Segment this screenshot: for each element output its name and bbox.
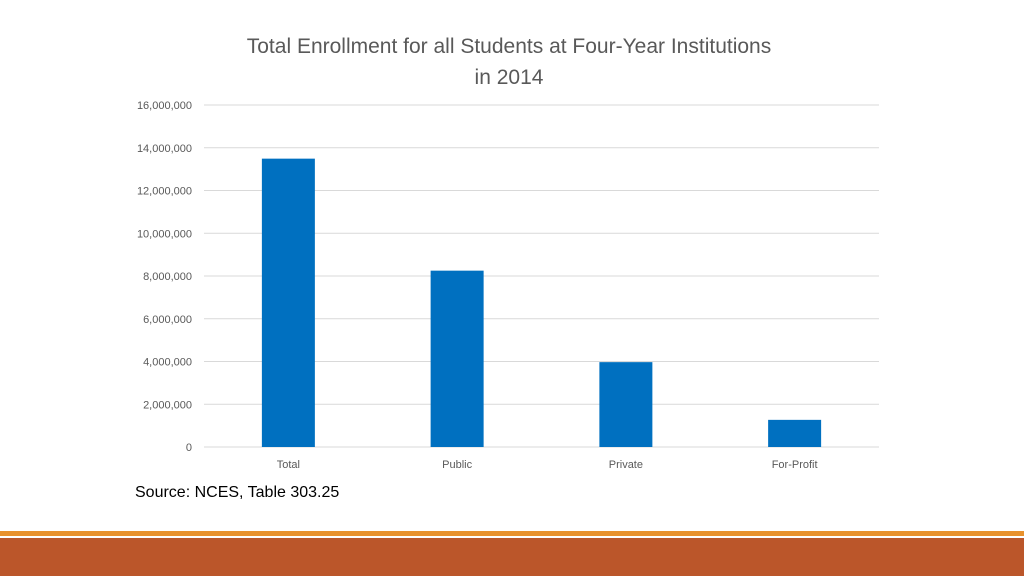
y-tick-label: 14,000,000	[137, 143, 192, 155]
chart-title-line-2: in 2014	[475, 66, 544, 89]
bar-public	[430, 270, 484, 447]
source-note: Source: NCES, Table 303.25	[135, 484, 340, 501]
y-tick-label: 2,000,000	[143, 399, 192, 411]
footer-accent-line	[0, 531, 1024, 536]
y-tick-label: 0	[186, 442, 192, 454]
bar-for-profit	[768, 419, 822, 447]
y-tick-label: 10,000,000	[137, 228, 192, 240]
y-tick-label: 16,000,000	[137, 100, 192, 112]
gridlines	[204, 104, 879, 448]
y-tick-label: 4,000,000	[143, 357, 192, 369]
y-axis: 0 2,000,000 4,000,000 6,000,000 8,000,000 10,…	[137, 100, 192, 454]
x-tick-label: For-Profit	[772, 459, 818, 471]
bars	[261, 158, 822, 447]
bar-private	[599, 362, 653, 447]
bar-chart: Total Enrollment for all Students at Fou…	[137, 35, 879, 471]
y-tick-label: 8,000,000	[143, 271, 192, 283]
chart-title-line-1: Total Enrollment for all Students at Fou…	[247, 35, 772, 58]
y-tick-label: 12,000,000	[137, 186, 192, 198]
x-tick-label: Public	[442, 459, 472, 471]
x-axis: Total Public Private For-Profit	[277, 459, 818, 471]
bar-total	[261, 158, 315, 447]
footer-band	[0, 538, 1024, 576]
y-tick-label: 6,000,000	[143, 314, 192, 326]
x-tick-label: Private	[609, 459, 643, 471]
x-tick-label: Total	[277, 459, 300, 471]
